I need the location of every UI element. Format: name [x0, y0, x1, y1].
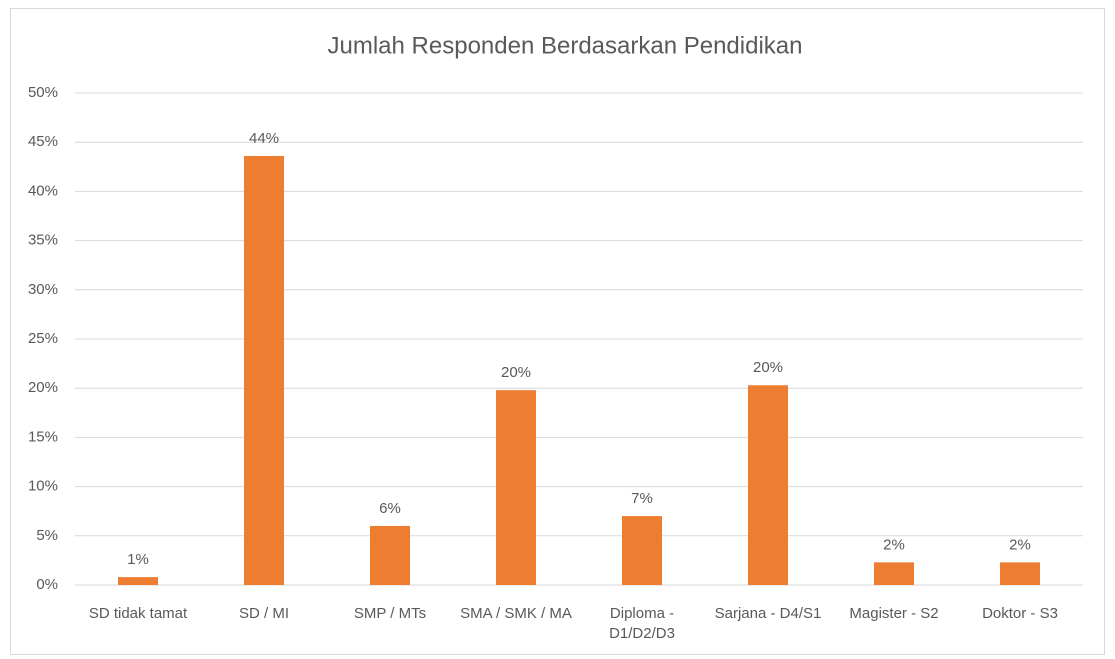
x-tick-label: Doktor - S3 [982, 605, 1058, 622]
y-tick-label: 15% [28, 428, 58, 445]
y-tick-label: 20% [28, 379, 58, 396]
bar [370, 525, 410, 585]
data-label: 2% [1009, 536, 1031, 553]
bar [1000, 562, 1040, 585]
y-tick-label: 25% [28, 330, 58, 347]
bar [748, 385, 788, 585]
bar [622, 516, 662, 585]
x-tick-label: Diploma - D1/D2/D3 [609, 605, 675, 642]
bar [118, 577, 158, 585]
y-tick-label: 5% [36, 527, 58, 544]
chart-title: Jumlah Responden Berdasarkan Pendidikan [328, 32, 803, 59]
y-tick-label: 10% [28, 478, 58, 495]
data-label: 44% [249, 130, 279, 147]
y-tick-label: 40% [28, 182, 58, 199]
chart-border [10, 8, 1105, 655]
x-tick-label: SMP / MTs [353, 605, 427, 622]
bar [244, 155, 284, 585]
bar [496, 390, 536, 585]
bar [874, 562, 914, 585]
data-label: 7% [631, 490, 653, 507]
data-label: 2% [883, 536, 905, 553]
y-tick-label: 45% [28, 133, 58, 150]
y-tick-label: 35% [28, 232, 58, 249]
data-label: 20% [753, 359, 783, 376]
data-label: 1% [127, 551, 149, 568]
y-tick-label: 30% [28, 281, 58, 298]
x-tick-label: Sarjana - D4/S1 [714, 605, 822, 622]
y-tick-label: 0% [36, 576, 58, 593]
x-tick-label: Magister - S2 [849, 605, 939, 622]
y-tick-label: 50% [28, 84, 58, 101]
x-tick-label: SMA / SMK / MA [460, 605, 572, 622]
x-tick-label: SD / MI [238, 605, 289, 622]
data-label: 20% [501, 364, 531, 381]
data-label: 6% [379, 500, 401, 517]
x-tick-label: SD tidak tamat [88, 605, 188, 622]
